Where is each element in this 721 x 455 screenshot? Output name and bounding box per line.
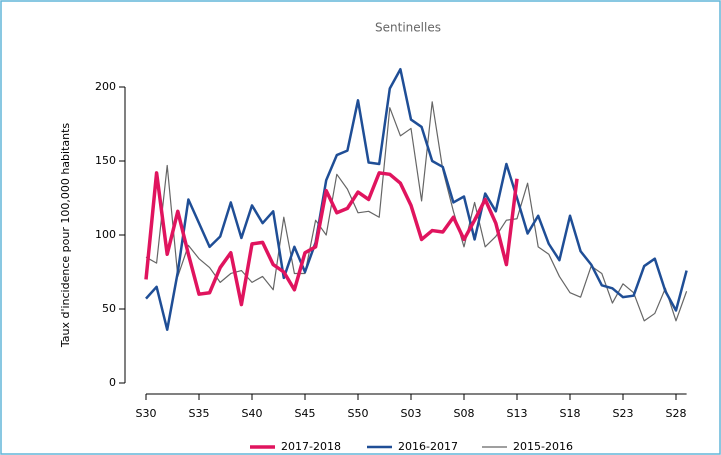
x-tick-label: S35 xyxy=(189,407,210,420)
legend-label: 2016-2017 xyxy=(398,440,458,453)
x-tick-label: S30 xyxy=(136,407,157,420)
series-line xyxy=(145,67,688,331)
y-tick-label: 200 xyxy=(95,80,116,93)
y-tick-label: 50 xyxy=(102,302,116,315)
chart-title: Sentinelles xyxy=(375,21,441,35)
legend-label: 2015-2016 xyxy=(513,440,573,453)
x-tick-label: S13 xyxy=(507,407,528,420)
y-tick-label: 100 xyxy=(95,228,116,241)
x-tick-label: S40 xyxy=(242,407,263,420)
x-tick-label: S18 xyxy=(560,407,581,420)
y-axis-label: Taux d'incidence pour 100,000 habitants xyxy=(59,123,72,349)
y-tick-label: 0 xyxy=(109,376,116,389)
x-tick-label: S03 xyxy=(401,407,422,420)
x-tick-label: S45 xyxy=(295,407,316,420)
legend-label: 2017-2018 xyxy=(281,440,341,453)
y-tick-label: 150 xyxy=(95,154,116,167)
x-tick-label: S28 xyxy=(666,407,687,420)
series-line xyxy=(144,171,519,307)
x-tick-label: S50 xyxy=(348,407,369,420)
x-tick-label: S08 xyxy=(454,407,475,420)
x-tick-label: S23 xyxy=(613,407,634,420)
